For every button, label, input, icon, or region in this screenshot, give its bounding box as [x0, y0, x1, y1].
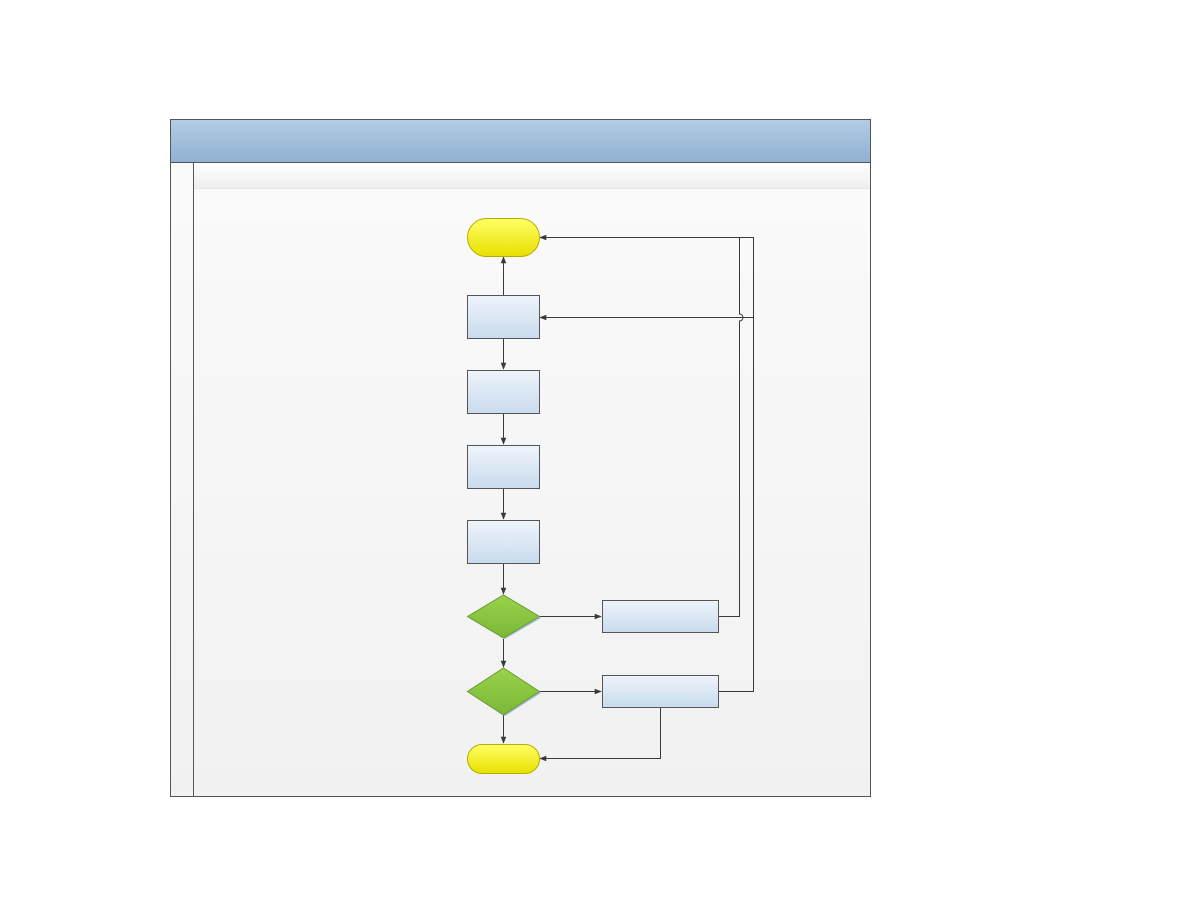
decision-1[interactable]	[466, 594, 542, 639]
process-step-1[interactable]	[467, 295, 540, 339]
nodes	[466, 218, 719, 774]
end-terminator[interactable]	[467, 744, 540, 774]
process-step-4[interactable]	[467, 520, 540, 564]
connector-action2-to-end	[539, 708, 661, 762]
connectors	[500, 234, 754, 762]
pool-header	[170, 119, 871, 163]
process-action-1[interactable]	[602, 600, 719, 633]
lane-header	[194, 163, 870, 188]
process-action-2[interactable]	[602, 675, 719, 708]
decision-2[interactable]	[466, 667, 542, 716]
process-step-2[interactable]	[467, 370, 540, 414]
process-step-3[interactable]	[467, 445, 540, 489]
connector-action2-to-step1	[719, 237, 754, 692]
start-terminator[interactable]	[467, 218, 540, 257]
